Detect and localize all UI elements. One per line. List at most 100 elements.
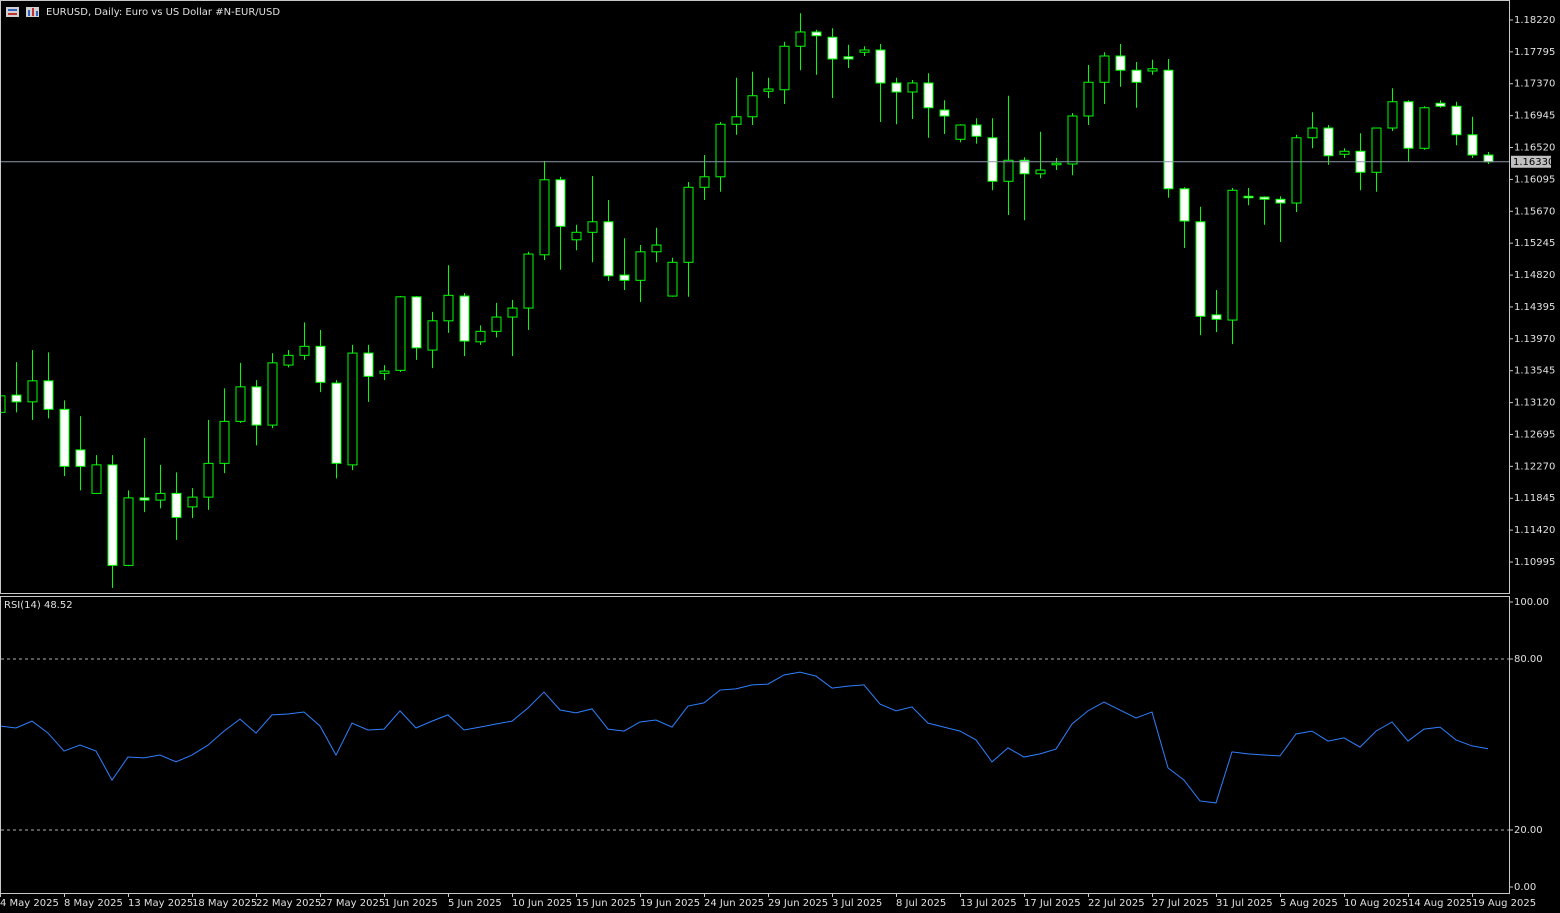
x-tick-label: 3 Jul 2025 — [832, 898, 882, 909]
y-tick-label: 1.15245 — [1514, 238, 1555, 249]
candle-body — [907, 82, 918, 93]
main-panel-frame — [0, 0, 1510, 594]
candle-body — [1243, 195, 1254, 199]
x-tick-label: 8 May 2025 — [64, 898, 123, 909]
candle-body — [331, 382, 342, 464]
candle-body — [555, 179, 566, 227]
x-tick-label: 17 Jul 2025 — [1024, 898, 1081, 909]
candle-body — [1371, 127, 1382, 173]
y-tick-label: 80.00 — [1514, 654, 1543, 665]
candle-body — [779, 45, 790, 91]
candle-body — [811, 31, 822, 37]
chart-title: EURUSD, Daily: Euro vs US Dollar #N-EUR/… — [46, 7, 280, 18]
icon — [8, 9, 17, 11]
x-tick-label: 8 Jul 2025 — [896, 898, 946, 909]
candle-body — [395, 296, 406, 371]
y-tick-label: 1.16520 — [1514, 143, 1555, 154]
candle-body — [1035, 169, 1046, 175]
y-tick-label: 1.12270 — [1514, 461, 1555, 472]
candle-body — [43, 380, 54, 410]
x-tick-label: 10 Aug 2025 — [1344, 898, 1408, 909]
y-tick-label: 1.10995 — [1514, 557, 1555, 568]
x-tick-label: 24 Jun 2025 — [704, 898, 764, 909]
candle-body — [1307, 127, 1318, 139]
candle-body — [1003, 159, 1014, 182]
current-price-box — [1511, 155, 1551, 168]
y-tick-label: 1.13120 — [1514, 398, 1555, 409]
candle-body — [379, 370, 390, 374]
candle-body — [75, 449, 86, 467]
x-tick-label: 14 Aug 2025 — [1408, 898, 1472, 909]
candle-body — [1115, 55, 1126, 71]
y-tick-label: 1.11845 — [1514, 493, 1555, 504]
candle-body — [1067, 115, 1078, 165]
y-tick-label: 1.13970 — [1514, 334, 1555, 345]
y-tick-label: 1.11420 — [1514, 525, 1555, 536]
icon — [36, 11, 38, 16]
candle-body — [939, 109, 950, 117]
axes: 1.18220 1.17795 1.17370 1.16945 1.16520 1.160… — [0, 15, 1555, 909]
candle-body — [299, 345, 310, 356]
candle-body — [971, 124, 982, 137]
x-tick-label: 22 May 2025 — [256, 898, 321, 909]
icon — [6, 7, 19, 17]
x-tick-label: 5 Jun 2025 — [448, 898, 502, 909]
y-tick-label: 100.00 — [1514, 597, 1549, 608]
candle-body — [1259, 196, 1270, 200]
candle-body — [955, 124, 966, 140]
candle-body — [763, 88, 774, 92]
y-tick-label: 1.14820 — [1514, 270, 1555, 281]
candle-body — [171, 492, 182, 518]
candle-body — [1291, 137, 1302, 204]
candle-body — [1195, 221, 1206, 317]
x-tick-label: 22 Jul 2025 — [1088, 898, 1145, 909]
candle-body — [427, 320, 438, 351]
candle-body — [315, 345, 326, 383]
x-tick-label: 31 Jul 2025 — [1216, 898, 1273, 909]
candle-body — [651, 244, 662, 253]
rsi-title: RSI(14) 48.52 — [4, 600, 73, 611]
candle-body — [699, 176, 710, 188]
candle-body — [987, 137, 998, 182]
y-tick-label: 20.00 — [1514, 825, 1543, 836]
candle-body — [923, 82, 934, 109]
candle-body — [1451, 105, 1462, 136]
candle-body — [1435, 102, 1446, 107]
candle-body — [1467, 134, 1478, 156]
candle-body — [107, 464, 118, 566]
candle-body — [539, 179, 550, 256]
candle-body — [267, 362, 278, 426]
candle-body — [731, 116, 742, 125]
y-tick-label: 1.15670 — [1514, 206, 1555, 217]
current-price-label: 1.16330 — [1513, 157, 1554, 168]
candle-body — [1019, 159, 1030, 175]
candle-body — [859, 49, 870, 53]
candle-body — [11, 394, 22, 403]
candle-body — [795, 31, 806, 47]
candle-body — [1099, 55, 1110, 83]
main-plot — [1, 13, 1509, 588]
y-tick-label: 1.16945 — [1514, 111, 1555, 122]
y-tick-label: 1.18220 — [1514, 15, 1555, 26]
candle-body — [683, 186, 694, 263]
x-tick-label: 19 Aug 2025 — [1472, 898, 1536, 909]
candle-body — [1, 395, 6, 413]
candle-body — [59, 408, 70, 467]
candle-body — [219, 420, 230, 464]
icon — [32, 8, 34, 16]
y-tick-label: 1.13545 — [1514, 366, 1555, 377]
candle-body — [1403, 101, 1414, 149]
rsi-plot — [1, 658, 1509, 831]
candle-body — [1051, 162, 1062, 166]
candle-body — [1275, 198, 1286, 204]
candle-body — [571, 231, 582, 241]
title-icons — [6, 7, 39, 17]
candle-body — [1227, 189, 1238, 321]
candle-body — [203, 462, 214, 498]
candle-body — [491, 316, 502, 332]
candle-body — [1147, 68, 1158, 72]
x-tick-label: 1 Jun 2025 — [384, 898, 438, 909]
candle-body — [91, 464, 102, 494]
candle-body — [139, 497, 150, 501]
